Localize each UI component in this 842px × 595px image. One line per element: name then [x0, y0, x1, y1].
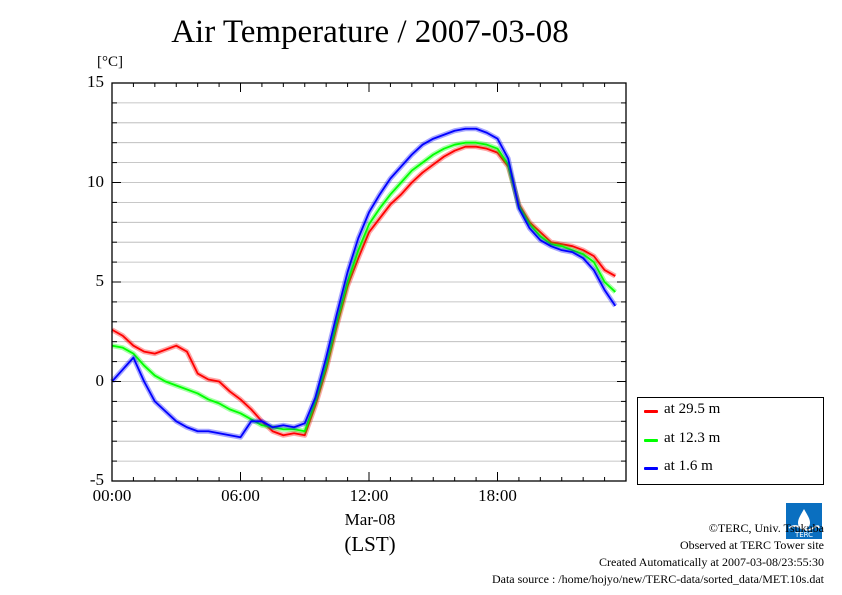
series-line — [111, 145, 616, 437]
series-lines — [110, 126, 618, 440]
date-label: Mar-08 — [344, 510, 396, 529]
series-halo — [111, 140, 617, 434]
legend-swatch — [644, 439, 658, 442]
logo-text: TERC — [794, 531, 813, 539]
copyright-text: ©TERC, Univ. Tsukuba — [708, 521, 824, 535]
grid-lines — [112, 102, 626, 462]
axis-ticks — [111, 82, 627, 482]
logo-drop — [798, 509, 810, 529]
chart-title: Air Temperature / 2007-03-08 — [171, 14, 569, 50]
site-text: Observed at TERC Tower site — [679, 538, 824, 552]
legend-label: at 29.5 m — [664, 401, 721, 417]
y-tick-label: 15 — [87, 72, 104, 91]
legend-swatch — [644, 410, 658, 413]
terc-logo-icon: TERC — [786, 503, 822, 539]
x-tick-label: 06:00 — [221, 486, 260, 505]
timezone-label: (LST) — [344, 532, 396, 556]
legend-label: at 1.6 m — [664, 458, 713, 474]
series-line — [111, 141, 616, 433]
created-text: Created Automatically at 2007-03-08/23:5… — [599, 555, 824, 569]
y-tick-label: 10 — [87, 171, 104, 191]
data-source-text: Data source : /home/hojyo/new/TERC-data/… — [491, 572, 824, 586]
legend-item: at 1.6 m — [644, 458, 819, 478]
y-axis-unit-label: [°C] — [97, 54, 123, 70]
logo-wave — [788, 525, 820, 531]
x-tick-label: 00:00 — [92, 486, 132, 505]
legend-item: at 29.5 m — [644, 401, 819, 421]
legend-item: at 12.3 m — [644, 430, 819, 450]
series-line — [111, 127, 617, 439]
y-tick-label: 5 — [95, 271, 105, 290]
legend-swatch — [644, 467, 658, 470]
x-tick-label: 12:00 — [349, 486, 389, 505]
legend: at 29.5 m at 12.3 m at 1.6 m — [637, 397, 824, 485]
y-tick-label: 0 — [95, 370, 105, 390]
legend-label: at 12.3 m — [664, 430, 721, 446]
y-tick-label: -5 — [89, 470, 104, 489]
x-tick-label: 18:00 — [478, 486, 517, 505]
